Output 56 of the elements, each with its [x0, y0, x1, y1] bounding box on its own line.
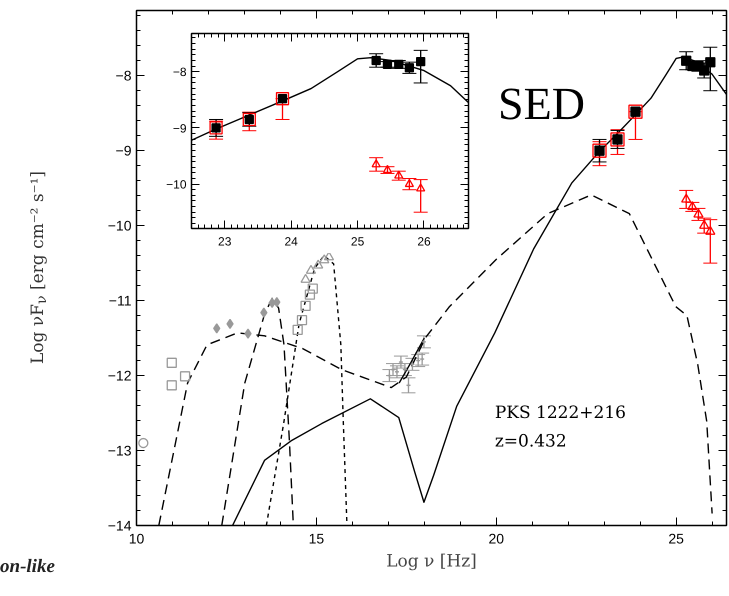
y-tick-label: −12 — [108, 368, 132, 384]
x-tick-label: 24 — [284, 234, 298, 248]
x-axis-title: Log ν [Hz] — [386, 552, 477, 572]
point — [699, 220, 710, 229]
x-tick-label: 25 — [350, 234, 365, 248]
point — [416, 56, 426, 66]
annotation: PKS 1222+216 — [494, 403, 626, 424]
point — [404, 63, 414, 72]
point — [313, 260, 324, 269]
y-tick-label: −14 — [108, 518, 132, 534]
text: on-like — [0, 556, 55, 578]
point — [693, 208, 704, 218]
x-tick-label: 15 — [308, 530, 324, 546]
y-tick-label: −10 — [108, 218, 132, 234]
point — [319, 254, 330, 264]
point — [372, 56, 381, 66]
point — [300, 274, 311, 283]
point — [705, 57, 716, 68]
x-tick-label: 25 — [668, 530, 684, 546]
x-tick-label: 10 — [128, 530, 144, 546]
point — [382, 60, 392, 70]
y-tick-label: −8 — [116, 68, 132, 84]
point — [382, 164, 392, 174]
point — [166, 380, 177, 390]
point — [304, 289, 316, 300]
point — [213, 323, 220, 334]
x-tick-label: 26 — [417, 234, 431, 248]
y-tick-label: −13 — [108, 442, 132, 459]
point — [180, 371, 190, 382]
point — [138, 438, 148, 448]
point — [296, 314, 308, 326]
point — [260, 307, 268, 318]
point — [292, 324, 303, 335]
x-tick-label: 23 — [218, 234, 232, 248]
point — [306, 264, 316, 274]
point — [300, 300, 311, 312]
point — [244, 328, 252, 339]
y-tick-label: −8 — [172, 65, 187, 80]
y-tick-label: −11 — [108, 292, 132, 309]
y-tick-label: −9 — [116, 142, 132, 159]
point — [372, 159, 381, 168]
point — [404, 178, 414, 188]
point — [394, 60, 404, 70]
point — [416, 183, 426, 192]
point — [394, 170, 404, 179]
point — [681, 194, 692, 203]
y-tick-label: −9 — [172, 121, 187, 136]
x-tick-label: 20 — [488, 530, 504, 546]
point — [166, 358, 177, 368]
point — [705, 226, 716, 235]
annotation: z=0.432 — [494, 432, 567, 452]
annotation: SED — [498, 78, 585, 129]
point — [226, 318, 234, 329]
point — [308, 283, 318, 294]
y-tick-label: −10 — [166, 178, 187, 192]
point — [699, 65, 710, 76]
